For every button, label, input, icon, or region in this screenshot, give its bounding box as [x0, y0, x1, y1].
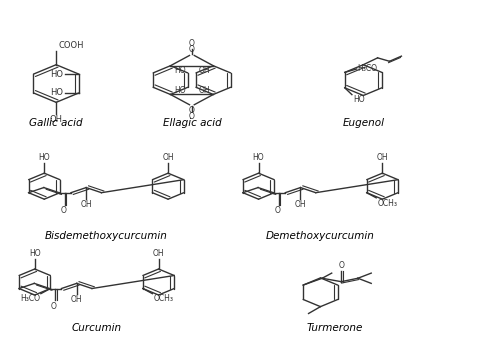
Text: O: O	[51, 302, 57, 310]
Text: O: O	[189, 107, 195, 116]
Polygon shape	[303, 277, 325, 285]
Text: O: O	[189, 39, 195, 48]
Text: OH: OH	[376, 153, 388, 162]
Text: OH: OH	[198, 66, 210, 75]
Text: Curcumin: Curcumin	[71, 323, 122, 333]
Text: OCH₃: OCH₃	[377, 198, 397, 207]
Text: H₃CO: H₃CO	[358, 64, 377, 73]
Text: HO: HO	[38, 153, 50, 162]
Text: HO: HO	[51, 88, 64, 97]
Text: OH: OH	[162, 153, 174, 162]
Text: O: O	[189, 45, 195, 54]
Text: HO: HO	[174, 86, 185, 95]
Text: OCH₃: OCH₃	[153, 294, 173, 303]
Text: Demethoxycurcumin: Demethoxycurcumin	[266, 231, 375, 241]
Text: HO: HO	[29, 249, 41, 258]
Text: COOH: COOH	[58, 41, 84, 50]
Text: HO: HO	[51, 70, 64, 79]
Text: OH: OH	[295, 199, 306, 208]
Text: OH: OH	[198, 86, 210, 95]
Text: Gallic acid: Gallic acid	[29, 118, 83, 128]
Text: Ellagic acid: Ellagic acid	[162, 118, 221, 128]
Text: H₃CO: H₃CO	[20, 294, 40, 303]
Text: Eugenol: Eugenol	[342, 118, 384, 128]
Text: HO: HO	[174, 66, 185, 75]
Text: HO: HO	[353, 95, 365, 104]
Text: HO: HO	[253, 153, 264, 162]
Text: Bisdemethoxycurcumin: Bisdemethoxycurcumin	[45, 231, 168, 241]
Text: Turmerone: Turmerone	[307, 323, 363, 333]
Text: O: O	[274, 206, 281, 215]
Text: OH: OH	[71, 295, 82, 304]
Text: O: O	[60, 206, 66, 215]
Text: O: O	[189, 112, 195, 121]
Text: O: O	[338, 262, 344, 270]
Text: OH: OH	[80, 199, 92, 208]
Text: OH: OH	[153, 249, 164, 258]
Text: OH: OH	[50, 115, 63, 124]
